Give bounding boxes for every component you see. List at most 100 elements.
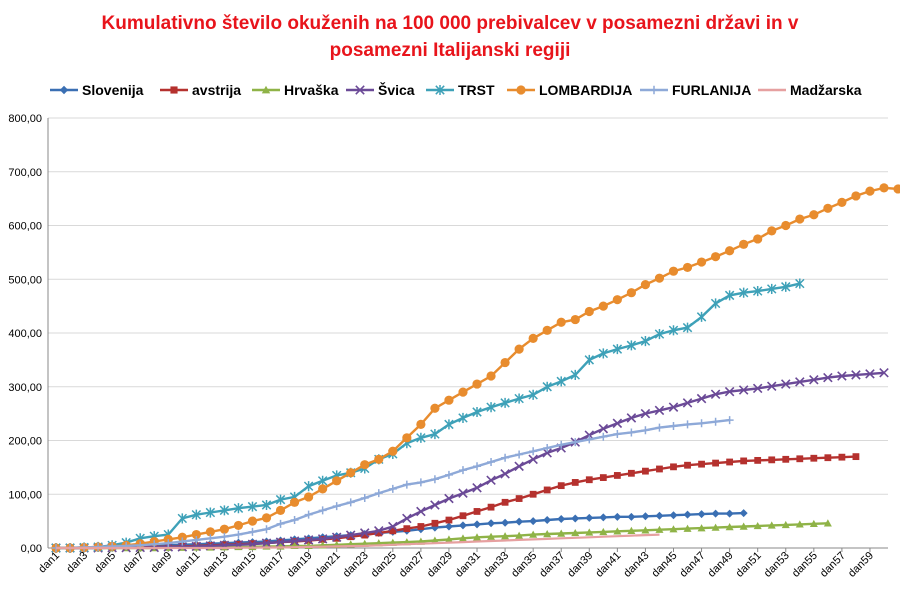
data-point <box>361 531 369 539</box>
data-point <box>670 463 677 471</box>
series-madžarska <box>56 533 660 550</box>
data-point <box>738 287 749 298</box>
x-tick-label: dan25 <box>369 550 399 580</box>
data-point <box>543 444 552 453</box>
data-point <box>726 458 734 466</box>
data-point <box>585 435 594 444</box>
x-tick-label: dan33 <box>481 550 511 580</box>
data-point <box>528 454 538 465</box>
data-point <box>304 492 314 502</box>
data-point <box>823 372 833 383</box>
y-tick-label: 400,00 <box>8 328 42 340</box>
data-point <box>275 494 286 505</box>
data-point <box>318 506 327 515</box>
data-point <box>669 525 678 533</box>
data-point <box>809 519 818 528</box>
data-point <box>458 521 467 530</box>
data-point <box>865 369 875 379</box>
data-point <box>275 505 286 515</box>
data-point <box>809 374 819 385</box>
data-point <box>233 503 244 514</box>
data-point <box>472 483 482 493</box>
x-tick-label: dan15 <box>228 550 258 580</box>
data-point <box>388 521 398 532</box>
data-point <box>584 306 594 317</box>
data-point <box>725 416 734 425</box>
data-point <box>698 460 705 468</box>
data-point <box>458 534 467 542</box>
data-point <box>682 398 693 408</box>
data-point <box>627 469 635 477</box>
x-tick-label: dan41 <box>593 550 623 580</box>
data-point <box>192 535 201 544</box>
data-point <box>542 448 552 458</box>
data-point <box>851 191 861 201</box>
legend-item: LOMBARDIJA <box>507 82 632 98</box>
x-tick-label: dan17 <box>257 550 287 580</box>
x-tick-label: dan35 <box>509 550 539 580</box>
legend-label: Slovenija <box>82 82 144 98</box>
data-point <box>612 295 622 305</box>
data-point <box>851 370 861 380</box>
data-point <box>669 421 678 430</box>
series-lombardija <box>51 183 900 553</box>
data-point <box>683 420 692 429</box>
data-point <box>332 476 342 486</box>
data-point <box>668 325 679 336</box>
data-point <box>473 533 482 541</box>
data-point <box>724 290 735 301</box>
data-point <box>444 493 454 504</box>
data-point <box>444 395 454 405</box>
legend-label: LOMBARDIJA <box>539 82 632 98</box>
x-tick-label: dan53 <box>762 550 792 580</box>
data-point <box>696 311 707 322</box>
data-point <box>515 531 524 539</box>
x-tick-label: dan45 <box>649 550 679 580</box>
legend-marker <box>435 84 445 96</box>
data-point <box>359 528 370 538</box>
data-point <box>584 354 595 365</box>
data-point <box>529 490 537 498</box>
legend-label: Hrvaška <box>284 82 339 98</box>
data-point <box>556 317 566 327</box>
data-point <box>767 521 776 529</box>
data-point <box>458 387 468 397</box>
data-point <box>613 527 622 535</box>
data-point <box>501 498 509 506</box>
data-point <box>388 446 398 456</box>
data-point <box>655 423 664 432</box>
data-point <box>416 478 425 487</box>
x-tick-label: dan27 <box>397 550 427 580</box>
data-point <box>654 329 665 340</box>
data-point <box>781 520 790 529</box>
data-point <box>347 533 355 541</box>
data-point <box>710 298 721 309</box>
data-point <box>345 530 356 540</box>
data-point <box>360 460 370 470</box>
data-point <box>780 379 791 389</box>
data-point <box>458 412 468 423</box>
y-gridlines <box>48 117 888 549</box>
data-point <box>655 511 664 520</box>
x-tick-label: dan39 <box>565 550 595 580</box>
legend-label: Švica <box>378 81 415 98</box>
data-point <box>738 385 749 395</box>
data-point <box>374 489 383 498</box>
legend-marker <box>355 85 365 95</box>
data-point <box>668 402 679 412</box>
data-point <box>487 532 496 540</box>
data-point <box>641 426 650 435</box>
data-point <box>656 465 663 473</box>
data-point <box>416 419 426 429</box>
data-point <box>599 474 607 481</box>
data-point <box>696 393 707 404</box>
data-point <box>459 512 467 520</box>
series-line <box>56 455 856 550</box>
data-point <box>543 530 552 538</box>
data-point <box>724 386 735 397</box>
legend: Slovenija avstrija Hrvaška Švica TRST LOMBARD… <box>50 81 862 98</box>
data-point <box>317 475 328 486</box>
data-point <box>710 389 721 400</box>
data-point <box>486 402 496 413</box>
